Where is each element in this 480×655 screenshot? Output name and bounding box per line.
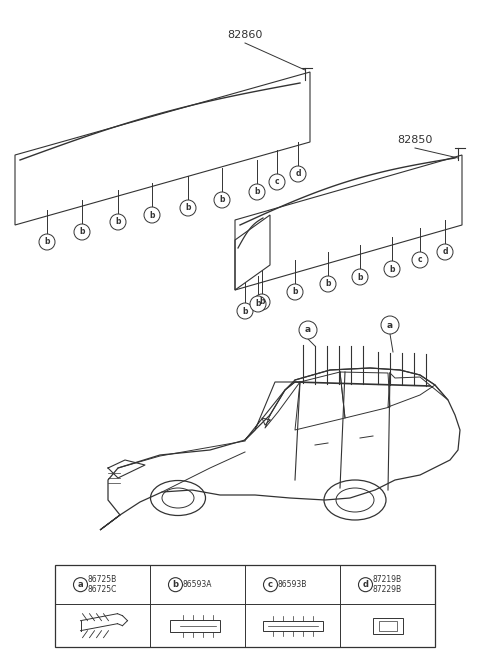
Circle shape	[39, 234, 55, 250]
Circle shape	[144, 207, 160, 223]
Text: a: a	[78, 580, 84, 590]
Bar	[379, 621, 396, 631]
Circle shape	[287, 284, 303, 300]
Text: 86593B: 86593B	[278, 580, 307, 590]
Text: b: b	[254, 187, 260, 196]
Text: b: b	[242, 307, 248, 316]
Bar	[55, 565, 435, 647]
Circle shape	[74, 224, 90, 240]
Text: b: b	[255, 299, 261, 309]
Circle shape	[110, 214, 126, 230]
Text: b: b	[325, 280, 331, 288]
Text: d: d	[442, 248, 448, 257]
Circle shape	[412, 252, 428, 268]
Circle shape	[299, 321, 317, 339]
Text: a: a	[305, 326, 311, 335]
Text: b: b	[79, 227, 85, 236]
Text: 86725C: 86725C	[88, 585, 117, 594]
Text: c: c	[418, 255, 422, 265]
Circle shape	[381, 316, 399, 334]
Circle shape	[249, 184, 265, 200]
Circle shape	[264, 578, 277, 591]
Text: 87219B: 87219B	[373, 575, 402, 584]
Text: b: b	[259, 297, 265, 307]
Text: b: b	[185, 204, 191, 212]
Text: b: b	[292, 288, 298, 297]
Text: b: b	[172, 580, 179, 590]
Text: 86593A: 86593A	[183, 580, 212, 590]
Text: 86725B: 86725B	[88, 575, 117, 584]
Circle shape	[437, 244, 453, 260]
Text: d: d	[295, 170, 301, 179]
Text: 82850: 82850	[397, 135, 432, 145]
Circle shape	[359, 578, 372, 591]
Circle shape	[214, 192, 230, 208]
Circle shape	[250, 296, 266, 312]
Text: 87229B: 87229B	[373, 585, 402, 594]
Circle shape	[384, 261, 400, 277]
Circle shape	[290, 166, 306, 182]
Circle shape	[352, 269, 368, 285]
Circle shape	[237, 303, 253, 319]
Text: b: b	[115, 217, 121, 227]
Circle shape	[73, 578, 87, 591]
Circle shape	[168, 578, 182, 591]
Text: b: b	[149, 210, 155, 219]
Text: d: d	[362, 580, 369, 590]
Circle shape	[320, 276, 336, 292]
Circle shape	[269, 174, 285, 190]
Circle shape	[254, 294, 270, 310]
Text: 82860: 82860	[228, 30, 263, 40]
Text: a: a	[387, 320, 393, 329]
Text: b: b	[357, 272, 363, 282]
Text: c: c	[268, 580, 273, 590]
Text: b: b	[44, 238, 50, 246]
Text: b: b	[219, 195, 225, 204]
Circle shape	[180, 200, 196, 216]
Text: c: c	[275, 178, 279, 187]
Text: b: b	[389, 265, 395, 274]
